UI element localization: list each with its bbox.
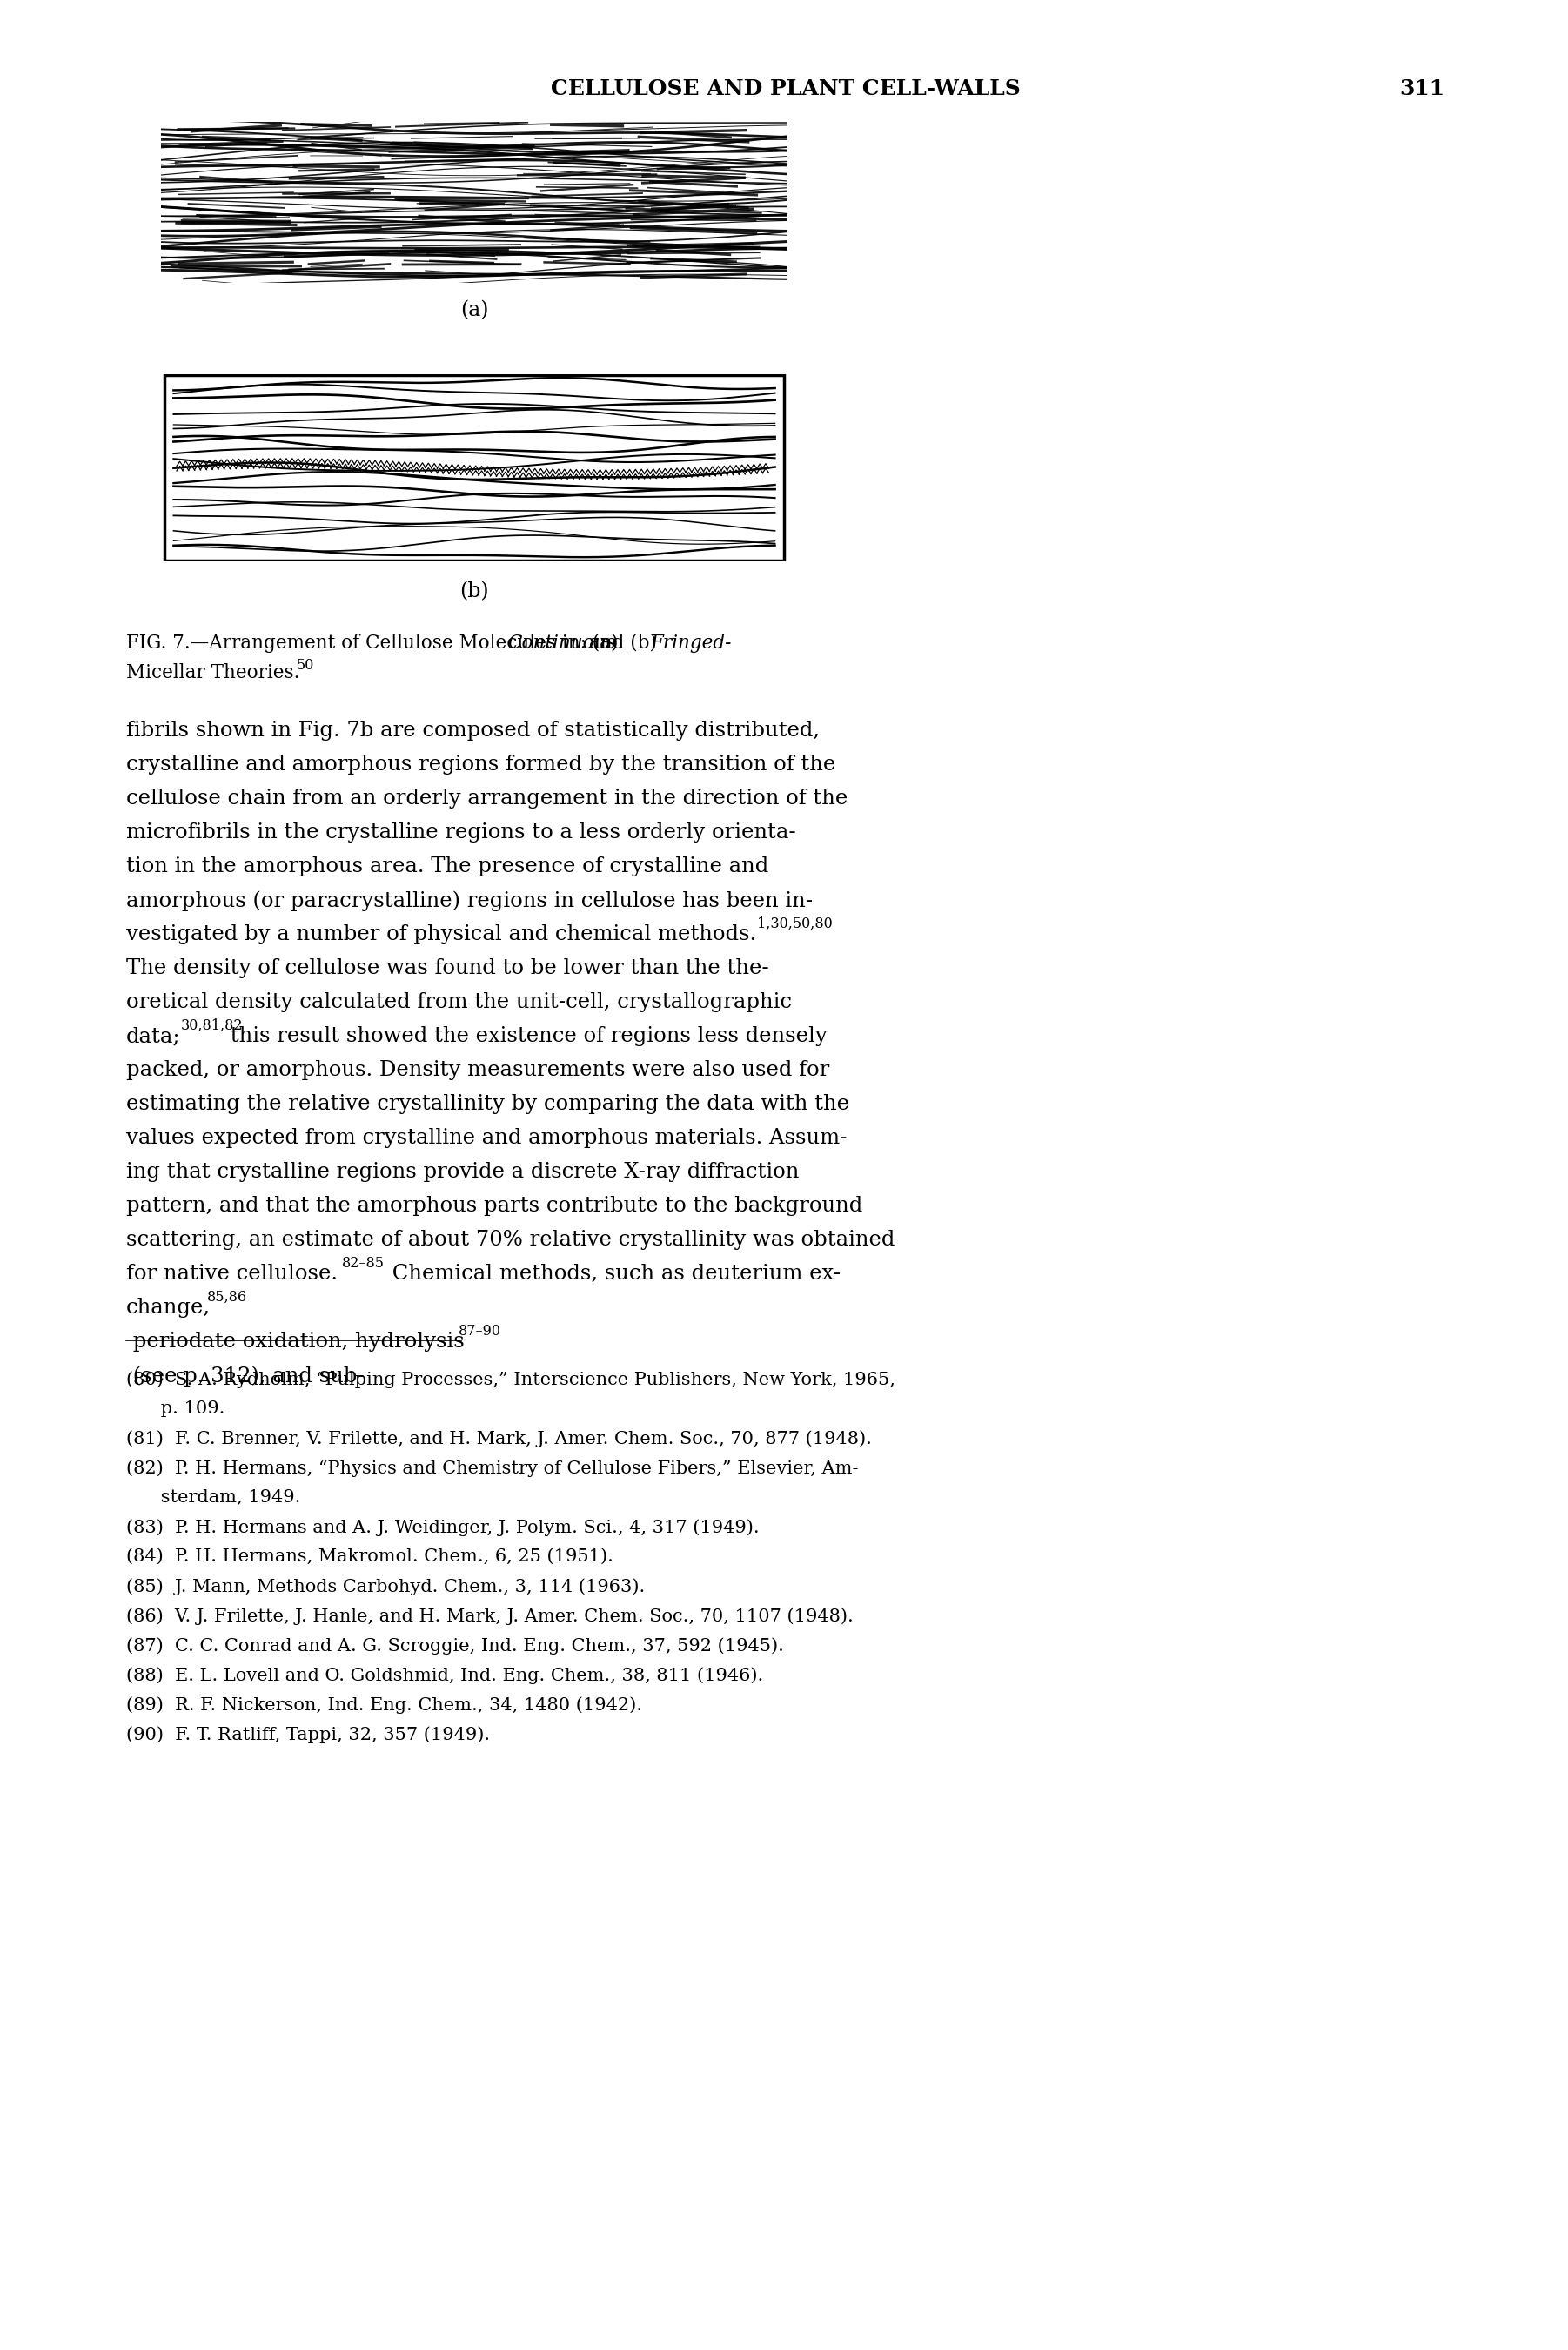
Text: 311: 311 xyxy=(1399,78,1444,99)
Text: periodate oxidation, hydrolysis: periodate oxidation, hydrolysis xyxy=(125,1332,464,1351)
Text: (b): (b) xyxy=(459,580,489,602)
Text: 85,86: 85,86 xyxy=(207,1290,248,1304)
Text: (83)  P. H. Hermans and A. J. Weidinger, J. Polym. Sci., 4, 317 (1949).: (83) P. H. Hermans and A. J. Weidinger, … xyxy=(125,1518,759,1537)
Text: (88)  E. L. Lovell and O. Goldshmid, Ind. Eng. Chem., 38, 811 (1946).: (88) E. L. Lovell and O. Goldshmid, Ind.… xyxy=(125,1666,764,1685)
Text: 82–85: 82–85 xyxy=(342,1255,384,1271)
Text: Chemical methods, such as deuterium ex-: Chemical methods, such as deuterium ex- xyxy=(386,1264,840,1283)
Text: (86)  V. J. Frilette, J. Hanle, and H. Mark, J. Amer. Chem. Soc., 70, 1107 (1948: (86) V. J. Frilette, J. Hanle, and H. Ma… xyxy=(125,1607,853,1624)
Text: Fringed-: Fringed- xyxy=(651,634,731,653)
Text: 50: 50 xyxy=(296,658,315,672)
Text: estimating the relative crystallinity by comparing the data with the: estimating the relative crystallinity by… xyxy=(125,1095,850,1114)
Text: tion in the amorphous area. The presence of crystalline and: tion in the amorphous area. The presence… xyxy=(125,855,768,877)
Text: for native cellulose.: for native cellulose. xyxy=(125,1264,337,1283)
Text: 87–90: 87–90 xyxy=(458,1323,502,1340)
Text: (90)  F. T. Ratliff, Tappi, 32, 357 (1949).: (90) F. T. Ratliff, Tappi, 32, 357 (1949… xyxy=(125,1725,489,1744)
Text: data;: data; xyxy=(125,1027,180,1046)
Text: fibrils shown in Fig. 7b are composed of statistically distributed,: fibrils shown in Fig. 7b are composed of… xyxy=(125,721,820,740)
Text: (85)  J. Mann, Methods Carbohyd. Chem., 3, 114 (1963).: (85) J. Mann, Methods Carbohyd. Chem., 3… xyxy=(125,1577,644,1596)
Text: pattern, and that the amorphous parts contribute to the background: pattern, and that the amorphous parts co… xyxy=(125,1196,862,1215)
Text: The density of cellulose was found to be lower than the the-: The density of cellulose was found to be… xyxy=(125,959,768,978)
Text: (80)  S. A. Rydholm, “Pulping Processes,” Interscience Publishers, New York, 196: (80) S. A. Rydholm, “Pulping Processes,”… xyxy=(125,1370,895,1389)
Text: (a): (a) xyxy=(459,301,488,320)
Text: microfibrils in the crystalline regions to a less orderly orienta-: microfibrils in the crystalline regions … xyxy=(125,822,797,844)
Text: Continuous: Continuous xyxy=(508,634,616,653)
Text: FIG. 7.—Arrangement of Cellulose Molecules in: (a): FIG. 7.—Arrangement of Cellulose Molecul… xyxy=(125,634,624,653)
Text: (87)  C. C. Conrad and A. G. Scroggie, Ind. Eng. Chem., 37, 592 (1945).: (87) C. C. Conrad and A. G. Scroggie, In… xyxy=(125,1638,784,1654)
Text: 30,81,82: 30,81,82 xyxy=(180,1018,243,1034)
Text: (82)  P. H. Hermans, “Physics and Chemistry of Cellulose Fibers,” Elsevier, Am-: (82) P. H. Hermans, “Physics and Chemist… xyxy=(125,1459,858,1476)
Text: ing that crystalline regions provide a discrete X-ray diffraction: ing that crystalline regions provide a d… xyxy=(125,1161,800,1182)
Text: and (b): and (b) xyxy=(583,634,663,653)
Text: this result showed the existence of regions less densely: this result showed the existence of regi… xyxy=(224,1027,828,1046)
Text: (81)  F. C. Brenner, V. Frilette, and H. Mark, J. Amer. Chem. Soc., 70, 877 (194: (81) F. C. Brenner, V. Frilette, and H. … xyxy=(125,1431,872,1448)
Text: (89)  R. F. Nickerson, Ind. Eng. Chem., 34, 1480 (1942).: (89) R. F. Nickerson, Ind. Eng. Chem., 3… xyxy=(125,1697,643,1713)
Text: p. 109.: p. 109. xyxy=(125,1401,224,1417)
Text: cellulose chain from an orderly arrangement in the direction of the: cellulose chain from an orderly arrangem… xyxy=(125,790,848,808)
Text: 1,30,50,80: 1,30,50,80 xyxy=(757,916,833,931)
Text: scattering, an estimate of about 70% relative crystallinity was obtained: scattering, an estimate of about 70% rel… xyxy=(125,1229,895,1250)
Text: crystalline and amorphous regions formed by the transition of the: crystalline and amorphous regions formed… xyxy=(125,754,836,776)
Text: oretical density calculated from the unit-cell, crystallographic: oretical density calculated from the uni… xyxy=(125,992,792,1013)
Text: change,: change, xyxy=(125,1297,210,1318)
Text: (84)  P. H. Hermans, Makromol. Chem., 6, 25 (1951).: (84) P. H. Hermans, Makromol. Chem., 6, … xyxy=(125,1549,613,1565)
Text: sterdam, 1949.: sterdam, 1949. xyxy=(125,1490,301,1506)
Text: amorphous (or paracrystalline) regions in cellulose has been in-: amorphous (or paracrystalline) regions i… xyxy=(125,891,812,912)
Text: CELLULOSE AND PLANT CELL-WALLS: CELLULOSE AND PLANT CELL-WALLS xyxy=(550,78,1021,99)
Text: Micellar Theories.: Micellar Theories. xyxy=(125,663,299,682)
Text: vestigated by a number of physical and chemical methods.: vestigated by a number of physical and c… xyxy=(125,924,756,945)
Text: (see p. 312), and sub-: (see p. 312), and sub- xyxy=(125,1365,364,1386)
Text: values expected from crystalline and amorphous materials. Assum-: values expected from crystalline and amo… xyxy=(125,1128,847,1149)
Text: packed, or amorphous. Density measurements were also used for: packed, or amorphous. Density measuremen… xyxy=(125,1060,829,1081)
